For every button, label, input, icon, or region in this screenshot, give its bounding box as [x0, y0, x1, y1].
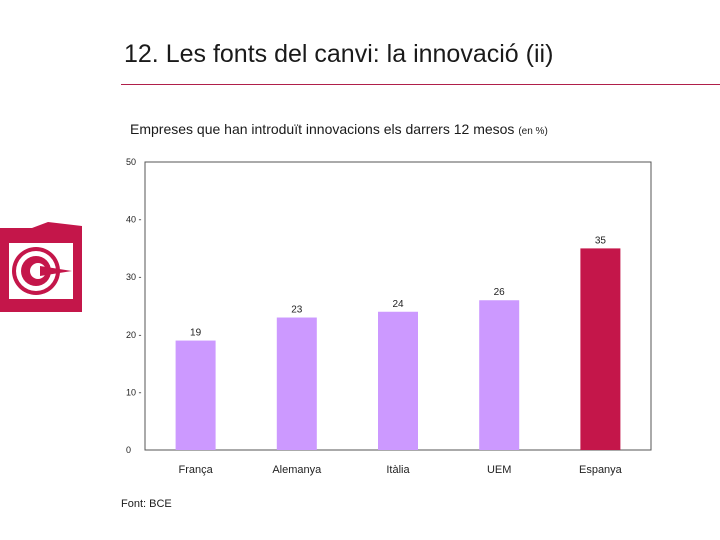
chart-title-text: Empreses que han introduït innovacions e…	[130, 121, 515, 137]
chart-unit-label: (en %)	[518, 126, 548, 137]
bar	[479, 300, 520, 450]
bar	[580, 248, 621, 450]
x-tick-label: UEM	[487, 464, 511, 476]
y-tick-label: 20 -	[126, 330, 142, 340]
y-tick-label: 10 -	[126, 387, 142, 397]
bar	[378, 311, 418, 450]
source-note: Font: BCE	[121, 498, 172, 510]
x-tick-label: Itàlia	[386, 464, 410, 476]
data-label: 24	[392, 299, 404, 310]
y-tick-label: 40 -	[126, 215, 142, 225]
brand-logo	[0, 222, 82, 312]
y-tick-label: 30 -	[126, 272, 142, 282]
bar	[175, 340, 216, 450]
chart-title: Empreses que han introduït innovacions e…	[130, 121, 548, 137]
slide-title: 12. Les fonts del canvi: la innovació (i…	[124, 40, 554, 68]
data-label: 26	[494, 287, 506, 298]
bar	[276, 317, 317, 450]
x-tick-label: França	[178, 464, 213, 476]
y-tick-label: 0	[126, 445, 131, 455]
data-label: 35	[595, 235, 607, 246]
title-divider	[121, 84, 720, 85]
data-label: 19	[190, 328, 202, 339]
logo-arrow-icon	[40, 266, 72, 276]
x-tick-label: Alemanya	[272, 464, 322, 476]
x-tick-label: Espanya	[579, 464, 623, 476]
y-tick-label: 50	[126, 157, 136, 167]
data-label: 23	[291, 305, 303, 316]
